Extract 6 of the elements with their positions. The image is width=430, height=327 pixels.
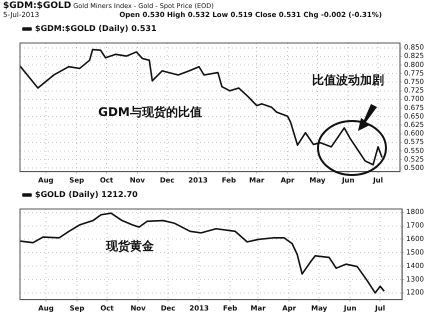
legend-label: $GOLD (Daily) 1212.70 [35, 190, 138, 200]
annotation: 现货黄金 [106, 238, 154, 255]
legend-label: $GDM:$GOLD (Daily) 0.531 [35, 24, 157, 34]
annotation: GDM与现货的比值 [98, 104, 202, 121]
annotation: 比值波动加剧 [312, 72, 384, 89]
chart-title: $GDM:$GOLD [3, 1, 72, 11]
